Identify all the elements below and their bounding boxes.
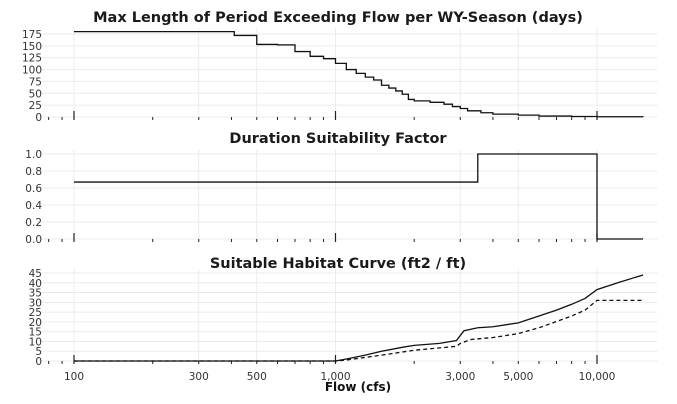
- y-tick-label: 25: [29, 100, 42, 112]
- y-tick-label: 0: [35, 356, 42, 368]
- y-tick-label: 150: [22, 41, 42, 53]
- x-tick-label: 10,000: [579, 371, 616, 383]
- x-tick-label: 100: [64, 371, 84, 383]
- y-tick-label: 0.4: [25, 200, 42, 212]
- y-tick-label: 45: [29, 268, 42, 280]
- y-tick-label: 35: [29, 288, 42, 300]
- y-tick-label: 30: [29, 297, 42, 309]
- y-tick-label: 10: [29, 336, 42, 348]
- y-tick-label: 1.0: [25, 149, 42, 161]
- x-tick-label: 300: [189, 371, 209, 383]
- x-tick-label: 3,000: [445, 371, 475, 383]
- panel-title: Max Length of Period Exceeding Flow per …: [93, 10, 583, 26]
- y-tick-label: 125: [22, 53, 42, 65]
- y-tick-label: 100: [22, 65, 42, 77]
- y-tick-label: 0: [35, 112, 42, 124]
- y-tick-label: 15: [29, 327, 42, 339]
- y-tick-label: 40: [29, 278, 42, 290]
- y-tick-label: 0.6: [25, 183, 42, 195]
- y-tick-label: 175: [22, 29, 42, 41]
- x-axis-label: Flow (cfs): [325, 380, 391, 394]
- x-tick-label: 5,000: [503, 371, 533, 383]
- panel-2: Duration Suitability Factor 0.0 0.2 0.4 0.6 0…: [25, 131, 658, 246]
- y-tick-label: 50: [29, 88, 42, 100]
- x-tick-label: 1,000: [320, 371, 350, 383]
- series-line-1: [74, 274, 644, 362]
- y-tick-label: 0.8: [25, 166, 42, 178]
- series-line-2: [74, 299, 644, 362]
- panel-3: Suitable Habitat Curve (ft2 / ft)0510152…: [29, 256, 658, 394]
- panel-title: Suitable Habitat Curve (ft2 / ft): [210, 256, 466, 272]
- panel-1: Max Length of Period Exceeding Flow per …: [22, 10, 658, 124]
- y-tick-label: 0.0: [25, 234, 42, 246]
- y-tick-label: 5: [35, 346, 42, 358]
- y-tick-label: 75: [29, 76, 42, 88]
- x-tick-label: 500: [247, 371, 267, 383]
- y-tick-label: 25: [29, 307, 42, 319]
- panel-title: Duration Suitability Factor: [229, 131, 447, 147]
- y-tick-label: 0.2: [25, 217, 42, 229]
- series-line-1: [74, 153, 644, 240]
- series-line-1: [74, 30, 644, 118]
- y-tick-label: 20: [29, 317, 42, 329]
